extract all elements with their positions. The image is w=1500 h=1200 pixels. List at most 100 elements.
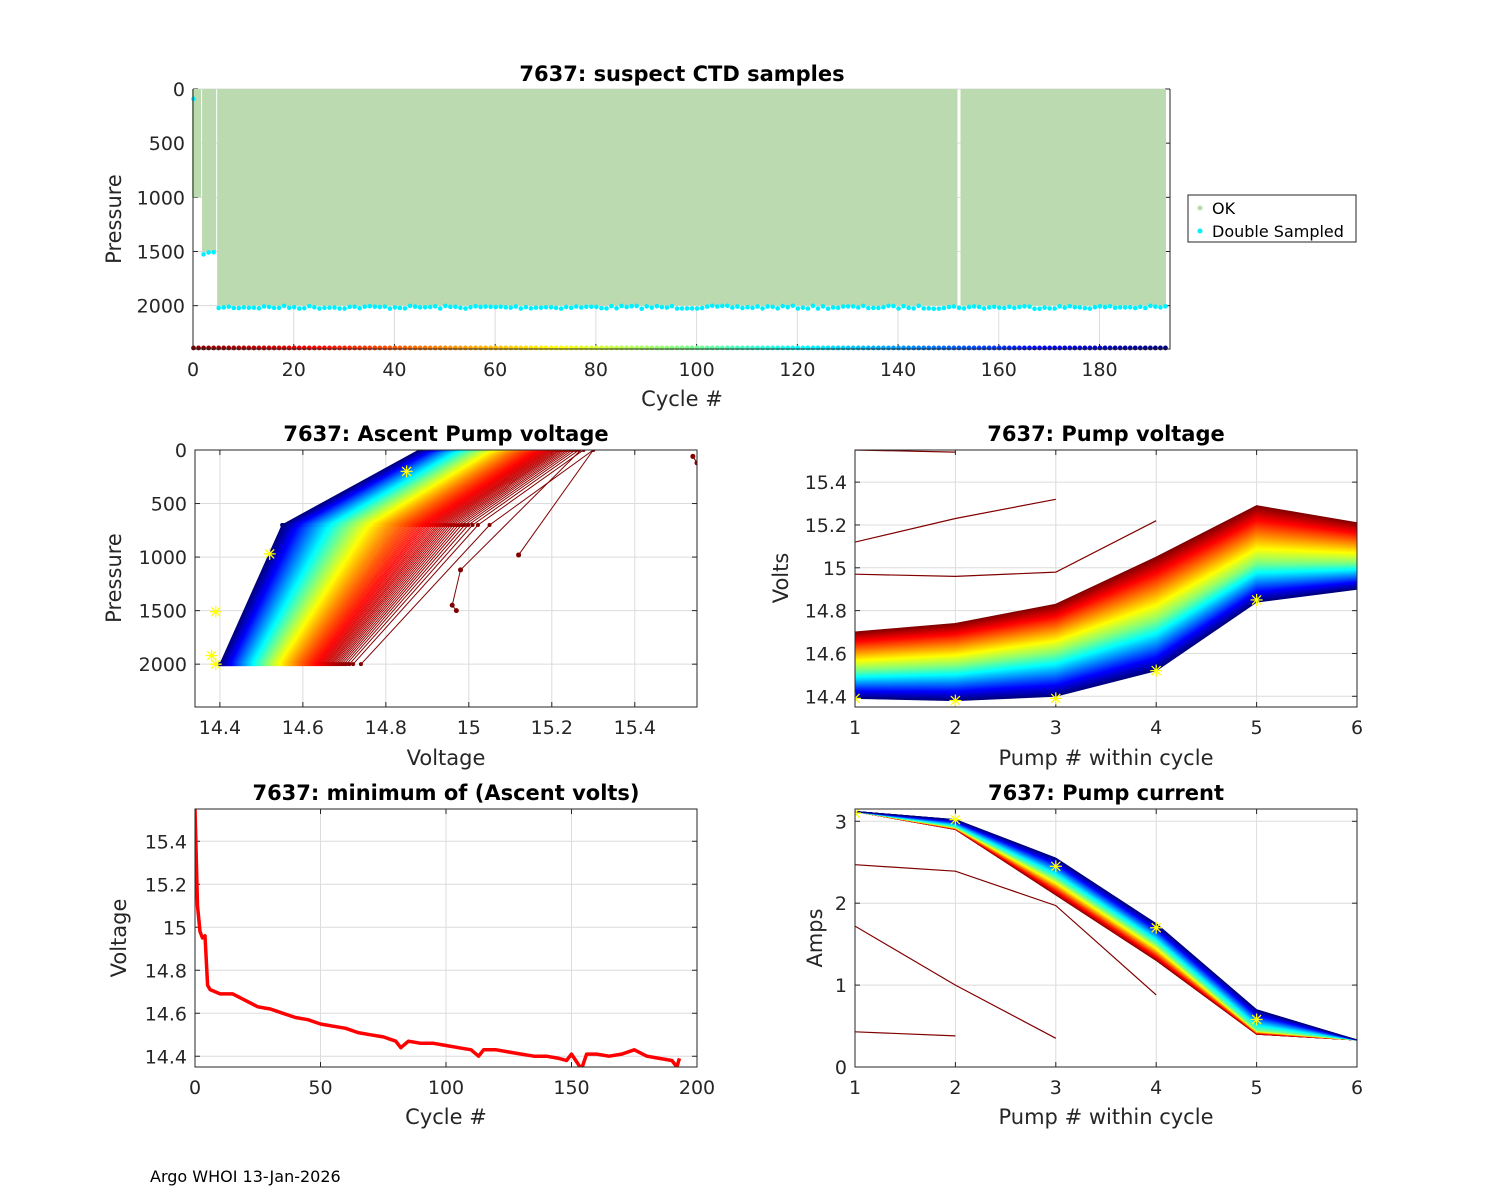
double-sampled-point	[1153, 304, 1158, 309]
y-tick-label: 14.8	[145, 960, 187, 982]
cycle-color-marker	[306, 345, 312, 351]
highlight-star-marker	[1250, 593, 1263, 606]
y-tick-label: 0	[835, 1057, 847, 1079]
y-tick-label: 500	[149, 133, 185, 155]
x-tick-label: 120	[779, 359, 815, 381]
cycle-color-marker	[639, 345, 645, 351]
double-sampled-point	[956, 305, 962, 311]
cycle-color-marker	[463, 345, 468, 351]
double-sampled-point	[432, 304, 438, 309]
double-sampled-point	[815, 306, 821, 311]
double-sampled-point	[392, 305, 398, 310]
cycle-color-marker	[201, 345, 206, 351]
double-sampled-point	[730, 305, 735, 310]
y-tick-label: 0	[175, 440, 187, 462]
double-sampled-point	[261, 304, 267, 309]
cycle-color-marker	[855, 345, 861, 351]
cycle-color-marker	[956, 345, 962, 351]
double-sampled-point	[770, 304, 775, 310]
cycle-color-marker	[886, 345, 891, 351]
double-sampled-point	[216, 305, 221, 311]
highlight-star-marker	[209, 605, 222, 618]
cycle-color-marker	[1022, 345, 1027, 351]
double-sampled-point	[891, 303, 896, 309]
cycle-color-marker	[835, 345, 841, 351]
cycle-color-marker	[684, 345, 690, 351]
cycle-color-marker	[986, 345, 992, 351]
double-sampled-point	[558, 306, 564, 311]
star-stroke	[855, 809, 860, 815]
cycle-color-marker	[870, 345, 876, 351]
x-tick-label: 50	[308, 1077, 332, 1099]
ascent-profile-point	[470, 522, 475, 527]
cycle-color-marker	[1001, 345, 1007, 351]
double-sampled-point	[850, 304, 856, 309]
cycle-color-marker	[981, 345, 987, 351]
cycle-color-marker	[221, 345, 227, 351]
double-sampled-point	[563, 304, 569, 310]
double-sampled-point	[387, 306, 393, 311]
x-tick-label: 3	[1050, 717, 1062, 739]
highlight-star-marker	[855, 692, 861, 705]
x-tick-label: 15.2	[531, 717, 573, 739]
cycle-color-marker	[649, 345, 655, 351]
double-sampled-point	[709, 303, 715, 309]
ascent-outlier-point	[694, 460, 697, 466]
double-sampled-point	[231, 305, 237, 311]
cycle-color-marker	[961, 345, 967, 351]
suspect-ctd-ylabel: Pressure	[102, 174, 126, 264]
cycle-color-marker	[704, 345, 710, 351]
double-sampled-point	[624, 304, 629, 310]
cycle-color-marker	[327, 345, 332, 351]
double-sampled-point	[548, 304, 554, 310]
cycle-color-marker	[523, 345, 529, 351]
double-sampled-point	[941, 305, 947, 311]
x-tick-label: 2	[949, 717, 961, 739]
y-tick-label: 1500	[139, 601, 187, 623]
cycle-color-marker	[896, 345, 901, 351]
ascent-outlier-line	[460, 450, 582, 571]
x-tick-label: 4	[1150, 717, 1162, 739]
x-tick-label: 60	[483, 359, 507, 381]
cycle-color-marker	[951, 345, 957, 351]
cycle-color-marker	[1147, 345, 1153, 351]
pumpv-ylabel: Volts	[769, 553, 793, 604]
double-sampled-point	[906, 305, 911, 311]
cycle-color-marker	[604, 345, 609, 351]
x-tick-label: 4	[1150, 1077, 1162, 1099]
double-sampled-point	[523, 304, 529, 310]
double-sampled-point	[1067, 303, 1073, 309]
cycle-color-marker	[1127, 345, 1133, 351]
cycle-color-marker	[1037, 345, 1042, 351]
double-sampled-point	[845, 304, 851, 309]
double-sampled-point	[689, 306, 695, 311]
cycle-color-marker	[901, 345, 906, 351]
double-sampled-point	[594, 304, 599, 310]
cycle-color-marker	[488, 345, 494, 351]
cycle-color-marker	[513, 345, 519, 351]
highlight-star-marker	[855, 809, 861, 820]
pumpc-lines	[855, 809, 1357, 1041]
double-sampled-point	[996, 305, 1002, 310]
double-sampled-point	[760, 306, 765, 311]
cycle-color-marker	[447, 345, 453, 351]
suspect-ctd-axes-frame	[192, 89, 1171, 350]
x-tick-label: 100	[428, 1077, 464, 1099]
highlight-star-marker	[1150, 664, 1163, 677]
cycle-color-marker	[1097, 345, 1103, 351]
suspect-ctd-title: 7637: suspect CTD samples	[519, 62, 844, 86]
cycle-color-marker	[412, 345, 418, 351]
ascent-profile-point	[475, 522, 480, 527]
minv-xlabel: Cycle #	[405, 1105, 487, 1129]
double-sampled-point	[1017, 304, 1022, 310]
pumpc-early-cycle-line	[855, 1031, 956, 1037]
double-sampled-point	[1012, 305, 1017, 311]
star-stroke	[1050, 861, 1061, 872]
double-sampled-point	[614, 305, 619, 311]
suspect-ctd-panel: 7637: suspect CTD samples Cycle # Pressu…	[102, 62, 1171, 411]
double-sampled-point	[659, 304, 665, 310]
y-tick-label: 15.2	[145, 874, 187, 896]
cycle-color-marker	[392, 345, 398, 351]
y-tick-label: 15	[823, 558, 847, 580]
highlight-star-marker	[949, 694, 962, 707]
